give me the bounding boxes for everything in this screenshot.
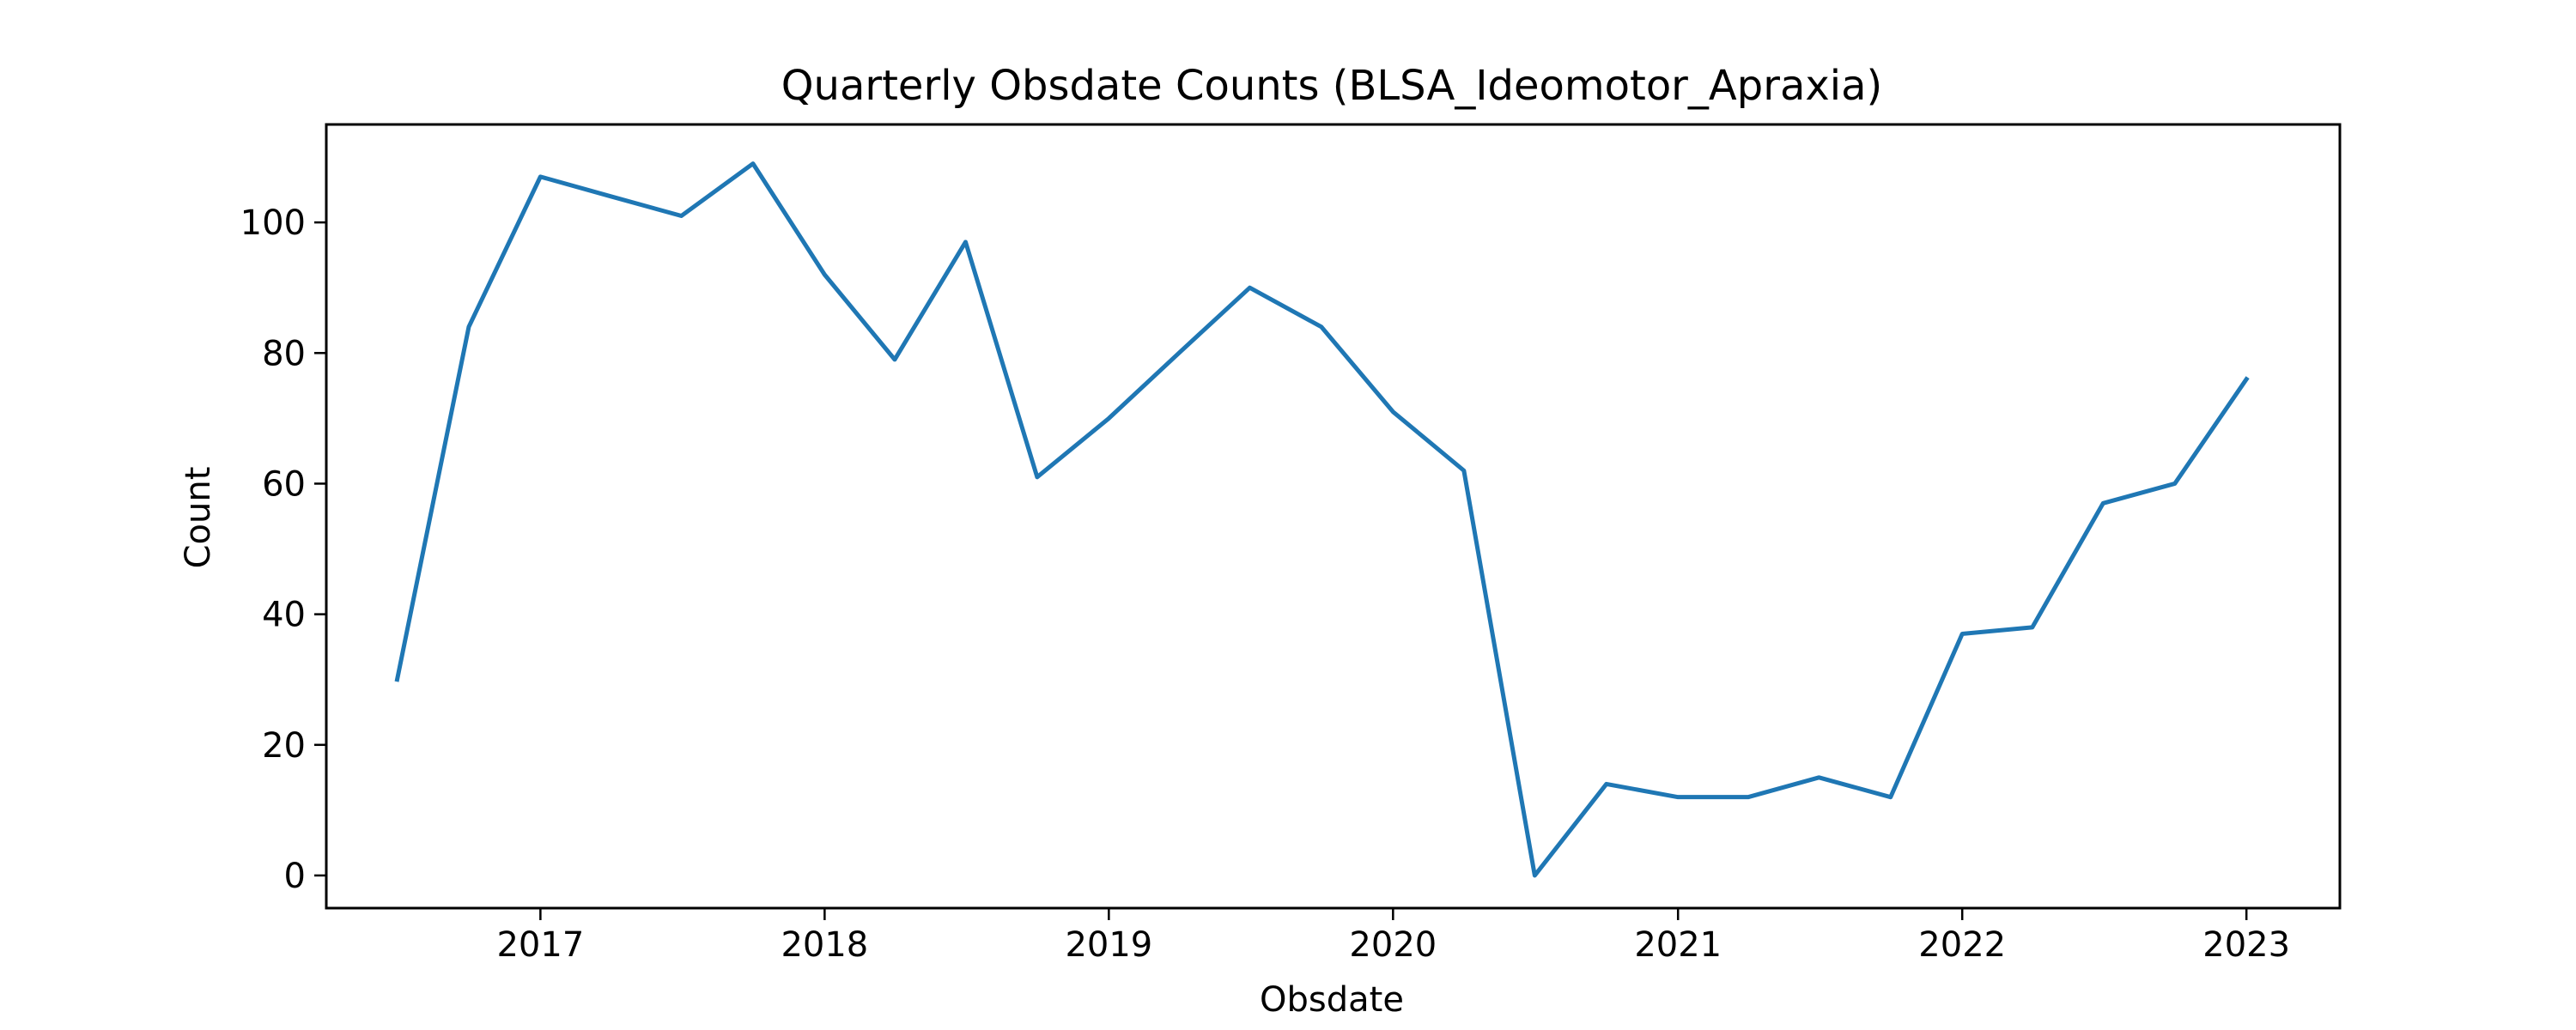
y-tick-label: 40: [262, 596, 306, 635]
y-axis-label: Count: [179, 467, 218, 569]
y-tick-label: 60: [262, 464, 306, 504]
y-tick-label: 80: [262, 334, 306, 373]
y-tick-label: 100: [240, 203, 306, 243]
x-tick-label: 2018: [781, 925, 868, 965]
y-axis: 0 20 40 60 80 100: [240, 203, 326, 896]
series-line: [394, 161, 2250, 878]
plot-frame: [325, 123, 2342, 910]
y-tick-label: 20: [262, 726, 306, 766]
x-tick-label: 2022: [1918, 925, 2006, 965]
x-tick-label: 2020: [1349, 925, 1437, 965]
plot-area: [394, 161, 2250, 878]
x-axis: 2017 2018 2019 2020 2021 2022 2023: [496, 908, 2290, 965]
chart-title: Quarterly Obsdate Counts (BLSA_Ideomotor…: [781, 62, 1883, 110]
x-tick-label: 2019: [1065, 925, 1152, 965]
y-tick-label: 0: [284, 857, 306, 896]
x-tick-label: 2023: [2202, 925, 2290, 965]
x-axis-label: Obsdate: [1260, 980, 1404, 1020]
x-tick-label: 2021: [1634, 925, 1722, 965]
x-tick-label: 2017: [496, 925, 584, 965]
